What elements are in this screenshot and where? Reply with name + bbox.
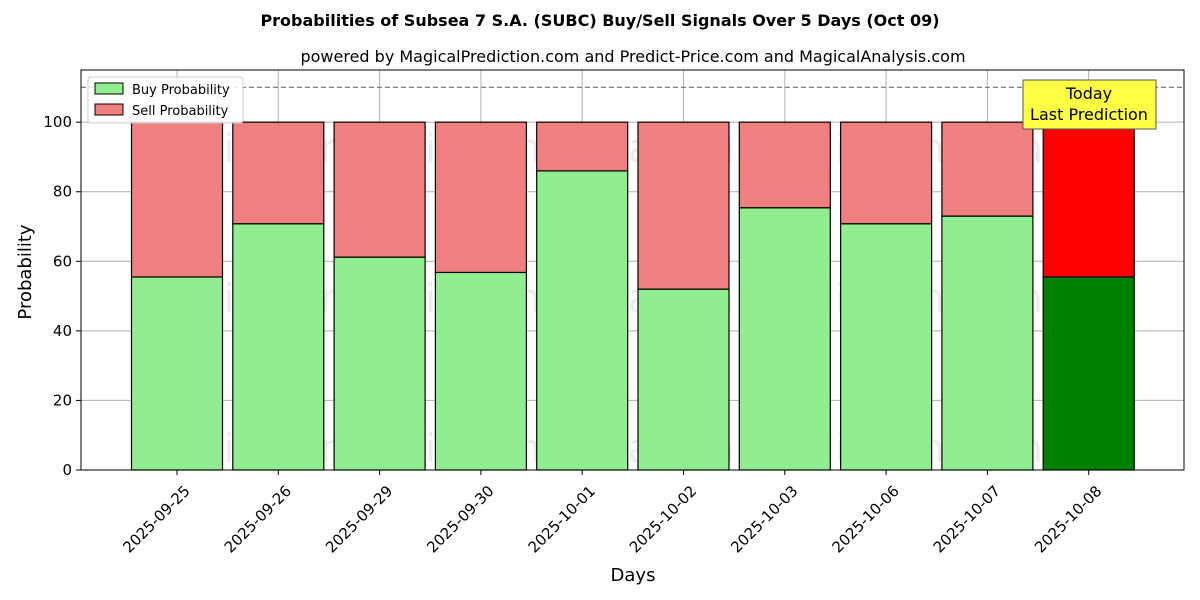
chart-title: Probabilities of Subsea 7 S.A. (SUBC) Bu…	[260, 11, 939, 30]
y-tick-label: 60	[53, 252, 72, 270]
x-tick-label: 2025-10-06	[828, 482, 902, 556]
legend-box	[87, 76, 244, 124]
sell-bar	[536, 121, 629, 172]
buy-bar	[941, 215, 1034, 471]
x-tick-label: 2025-09-25	[119, 482, 193, 556]
plot-frame	[80, 69, 1185, 471]
y-axis-label: Probability	[15, 224, 36, 319]
sell-bar	[738, 121, 831, 209]
x-tick-label: 2025-10-03	[727, 482, 801, 556]
y-tick-label: 40	[53, 322, 72, 340]
x-tick-label: 2025-09-30	[423, 482, 497, 556]
annotation-box	[1022, 79, 1157, 130]
sell-bar	[333, 121, 426, 258]
x-tick-label: 2025-09-26	[221, 482, 295, 556]
sell-bar	[941, 121, 1034, 217]
legend-swatch-buy	[94, 82, 124, 95]
y-tick-label: 20	[53, 391, 72, 409]
buy-bar	[333, 256, 426, 471]
sell-bar	[839, 121, 933, 225]
legend-swatch-sell	[94, 103, 124, 116]
x-tick-label: 2025-10-02	[626, 482, 700, 556]
x-tick-label: 2025-09-29	[322, 482, 396, 556]
y-tick-label: 100	[43, 113, 72, 131]
x-axis-label: Days	[611, 565, 656, 586]
sell-bar	[1042, 121, 1135, 278]
buy-bar	[738, 207, 831, 471]
buy-bar	[434, 271, 527, 471]
sell-bar	[130, 121, 224, 278]
x-tick-labels: 2025-09-25 2025-09-26 2025-09-29 2025-09-30…	[119, 470, 1105, 556]
buy-bar	[130, 276, 224, 471]
y-tick-labels: 0 20 40 60 80 100	[43, 113, 81, 479]
buy-bar	[839, 223, 933, 471]
legend-label-buy: Buy Probability	[132, 83, 230, 98]
annotation-line-1: Today	[1065, 84, 1112, 103]
axes	[80, 69, 1185, 471]
buy-bar	[536, 170, 629, 471]
today-annotation: Today Last Prediction	[1022, 79, 1157, 130]
y-tick-label: 80	[53, 183, 72, 201]
x-tick-label: 2025-10-01	[525, 482, 599, 556]
legend-label-sell: Sell Probability	[132, 104, 229, 119]
annotation-line-2: Last Prediction	[1030, 105, 1148, 124]
buy-bar	[1042, 276, 1135, 471]
buy-bar	[232, 223, 325, 471]
sell-bar	[434, 121, 527, 274]
legend: Buy Probability Sell Probability	[87, 76, 244, 124]
x-tick-label: 2025-10-08	[1031, 482, 1105, 556]
chart-subtitle: powered by MagicalPrediction.com and Pre…	[300, 47, 965, 66]
sell-bar	[232, 121, 325, 225]
y-tick-label: 0	[62, 461, 72, 479]
buy-bar	[637, 288, 730, 471]
x-tick-label: 2025-10-07	[930, 482, 1004, 556]
sell-bar	[637, 121, 730, 290]
bars	[130, 121, 1135, 471]
